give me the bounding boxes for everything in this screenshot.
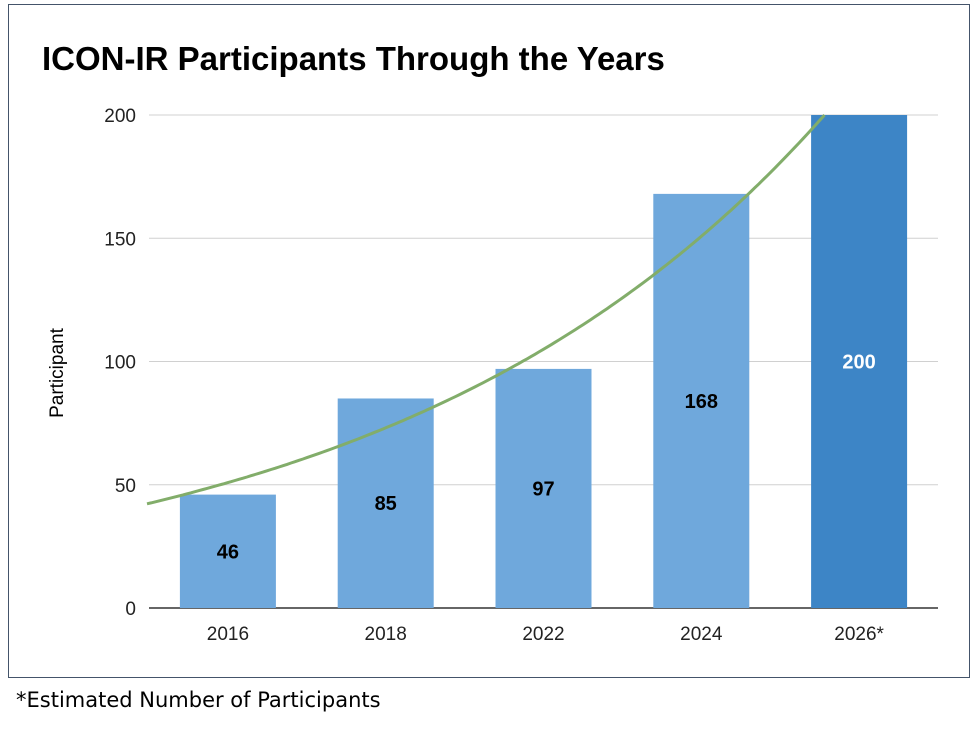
x-tick-label: 2024 [680,624,723,645]
data-label: 168 [685,391,718,413]
y-tick-label: 200 [104,106,136,127]
trendline [146,114,826,506]
bar-2016 [179,494,276,608]
chart-frame [8,4,970,678]
bar-2026 [811,115,908,608]
x-tick-label: 2016 [207,624,249,645]
footnote: *Estimated Number of Participants [16,688,381,712]
y-tick-label: 50 [115,476,136,497]
x-tick-label: 2018 [365,624,407,645]
bars [179,115,908,608]
y-axis-label: Participant [47,327,68,417]
data-labels: 46 85 97 168 200 [217,352,876,564]
y-tick-label: 100 [104,353,136,374]
data-label: 46 [217,541,239,563]
chart-title: ICON-IR Participants Through the Years [42,40,665,77]
bar-chart: ICON-IR Participants Through the Years 4… [42,40,938,645]
exponential-trendline [146,114,826,506]
tick-labels: 0 50 100 150 200 2016 2018 2022 2024 2026* [104,106,884,645]
y-tick-label: 150 [104,229,136,250]
bar-2022 [495,368,592,608]
data-label: 85 [375,493,397,515]
x-tick-label: 2022 [522,624,564,645]
bar-2018 [337,398,434,608]
data-label: 200 [842,352,875,374]
data-label: 97 [532,478,554,500]
x-tick-label: 2026* [834,624,884,645]
y-tick-label: 0 [125,599,136,620]
